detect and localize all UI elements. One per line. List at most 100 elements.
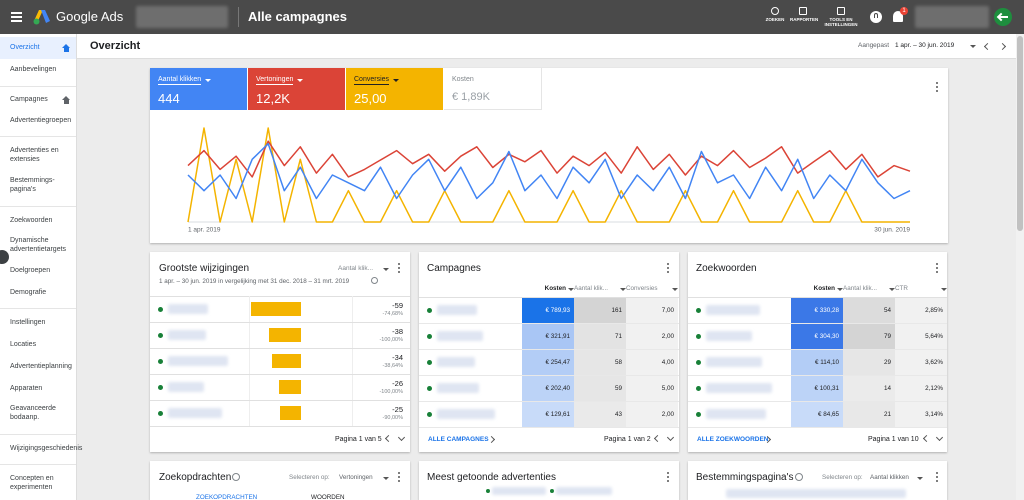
help-button[interactable] [870, 11, 882, 23]
table-cell: 2,00 [626, 402, 678, 428]
table-cell: 29 [843, 350, 895, 376]
change-bar [278, 380, 301, 394]
link[interactable]: ALLE CAMPAGNES [428, 436, 489, 443]
chevron[interactable] [653, 434, 662, 443]
dropdown-caret[interactable] [889, 288, 895, 291]
selector[interactable]: Vertoningen [339, 474, 373, 481]
more-menu[interactable] [665, 472, 671, 484]
metric-tab[interactable]: Kosten € 1,89K [444, 68, 542, 110]
tab[interactable]: ZOEKOPDRACHTEN [196, 494, 258, 500]
column-header[interactable]: Aantal klik... [574, 285, 608, 292]
more-menu[interactable] [396, 472, 402, 484]
tool-button[interactable]: ZOEKEN [762, 5, 788, 31]
chevron[interactable] [935, 433, 944, 442]
change-value: -38 [392, 327, 403, 336]
nav-item[interactable]: Overzicht [10, 44, 40, 51]
nav-item[interactable]: Instellingen [10, 319, 46, 326]
table-cell: 21 [843, 402, 895, 428]
dropdown-caret[interactable] [383, 268, 389, 271]
nav-item[interactable]: Advertenties en extensies [10, 147, 59, 163]
redacted [437, 409, 495, 419]
dropdown-caret[interactable] [297, 79, 303, 82]
scrollbar-thumb[interactable] [1017, 36, 1023, 231]
collapse-toggle[interactable] [0, 250, 9, 264]
metric-tab[interactable]: Vertoningen 12,2K [248, 68, 345, 110]
chevron[interactable] [983, 42, 992, 51]
change-bar [250, 302, 301, 316]
tool-button[interactable]: TOOLS EN INSTELLINGEN [824, 5, 858, 31]
help-icon[interactable] [795, 473, 803, 481]
more-menu[interactable] [934, 263, 940, 275]
nav-item[interactable]: Demografie [10, 289, 47, 296]
help-icon[interactable] [371, 277, 378, 284]
table-cell: 14 [843, 376, 895, 402]
card-title: Bestemmingspagina's [696, 472, 794, 483]
metric-tab[interactable]: Conversies 25,00 [346, 68, 443, 110]
column-header[interactable]: Aantal klik... [843, 285, 877, 292]
dot [667, 480, 669, 482]
status-dot [158, 307, 163, 312]
dropdown-caret[interactable] [205, 79, 211, 82]
dot [936, 82, 938, 84]
more-menu[interactable] [934, 472, 940, 484]
column-header[interactable]: Conversies [626, 285, 658, 292]
tool-button[interactable]: RAPPORTEN [790, 5, 818, 31]
nav-item[interactable]: Dynamische advertentietargets [10, 237, 67, 253]
chevron[interactable] [998, 42, 1007, 51]
dropdown-caret[interactable] [620, 288, 626, 291]
selector[interactable]: Aantal klikken [870, 474, 909, 481]
nav-item[interactable]: Wijzigingsgeschiedenis [10, 445, 83, 452]
metric-name: Kosten [452, 76, 474, 83]
nav-item[interactable]: Apparaten [10, 385, 43, 392]
dropdown-caret[interactable] [941, 288, 947, 291]
dropdown-caret[interactable] [837, 288, 843, 291]
selector[interactable]: Aantal klik... [338, 265, 374, 272]
row-divider [688, 401, 947, 402]
more-menu[interactable] [665, 263, 671, 275]
card-title: Meest getoonde advertenties [427, 472, 556, 483]
nav-item[interactable]: Zoekwoorden [10, 217, 53, 224]
nav-item[interactable]: Campagnes [10, 96, 48, 103]
redacted [136, 6, 228, 28]
more-menu[interactable] [396, 263, 402, 275]
dropdown-caret[interactable] [917, 477, 923, 480]
nav-item[interactable]: Geavanceerde bodaanp. [10, 405, 56, 421]
chevron[interactable] [487, 435, 496, 444]
nav-item[interactable]: Advertentieplanning [10, 363, 72, 370]
nav-item[interactable]: Concepten en experimenten [10, 475, 54, 491]
chevron[interactable] [384, 434, 393, 443]
more-menu[interactable] [934, 82, 940, 94]
table-cell: 161 [574, 298, 626, 324]
dropdown-caret[interactable] [383, 477, 389, 480]
nav-item[interactable]: Locaties [10, 341, 37, 348]
chevron[interactable] [922, 434, 931, 443]
status-dot [158, 359, 163, 364]
menu-button[interactable] [11, 12, 22, 22]
column-header[interactable]: CTR [895, 285, 908, 292]
table-cell: 5,64% [895, 324, 947, 350]
redacted [168, 382, 204, 392]
tab[interactable]: WOORDEN [311, 494, 345, 500]
chevron[interactable] [397, 433, 406, 442]
dropdown-caret[interactable] [393, 79, 399, 82]
nav-item[interactable]: Advertentiegroepen [10, 117, 72, 124]
column-header[interactable]: Kosten [544, 285, 566, 292]
help-icon[interactable] [232, 473, 240, 481]
nav-item[interactable]: Doelgroepen [10, 267, 51, 274]
metric-tab[interactable]: Aantal klikken 444 [150, 68, 247, 110]
nav-item[interactable]: Aanbevelingen [10, 66, 57, 73]
nav-item[interactable]: Bestemmings-pagina's [10, 177, 55, 193]
chevron[interactable] [666, 433, 675, 442]
link[interactable]: ALLE ZOEKWOORDEN [697, 436, 769, 443]
column-header[interactable]: Kosten [813, 285, 835, 292]
dropdown-caret[interactable] [568, 288, 574, 291]
notifications-button[interactable] [893, 11, 903, 22]
card-subtitle: 1 apr. – 30 jun. 2019 in vergelijking me… [159, 278, 350, 285]
account-button[interactable] [994, 8, 1012, 26]
tool-icon [771, 7, 779, 15]
column-divider [352, 296, 353, 426]
date-range[interactable]: 1 apr. – 30 jun. 2019 [895, 42, 955, 49]
dropdown-caret[interactable] [672, 288, 678, 291]
dot [667, 271, 669, 273]
dropdown-caret[interactable] [970, 45, 976, 48]
